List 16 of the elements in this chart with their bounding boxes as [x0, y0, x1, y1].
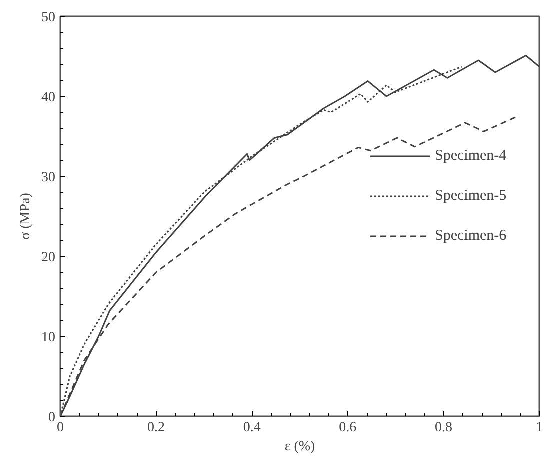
legend-label: Specimen-6	[435, 228, 507, 244]
legend-label: Specimen-5	[435, 188, 507, 204]
x-tick-label: 1	[536, 420, 543, 436]
x-tick-label: 0.6	[339, 420, 357, 436]
x-axis-title: ε (%)	[284, 440, 316, 454]
y-tick-label: 0	[48, 410, 56, 426]
y-tick-label: 50	[42, 10, 56, 26]
x-tick-label: 0.4	[243, 420, 261, 436]
y-tick-label: 10	[42, 330, 56, 346]
legend-label: Specimen-4	[435, 148, 507, 164]
x-tick-label: 0.8	[434, 420, 452, 436]
y-tick-label: 40	[42, 90, 56, 106]
y-tick-label: 30	[42, 170, 56, 186]
x-tick-label: 0.2	[148, 420, 166, 436]
y-axis-title: σ (MPa)	[18, 192, 34, 240]
y-tick-label: 20	[42, 250, 56, 266]
